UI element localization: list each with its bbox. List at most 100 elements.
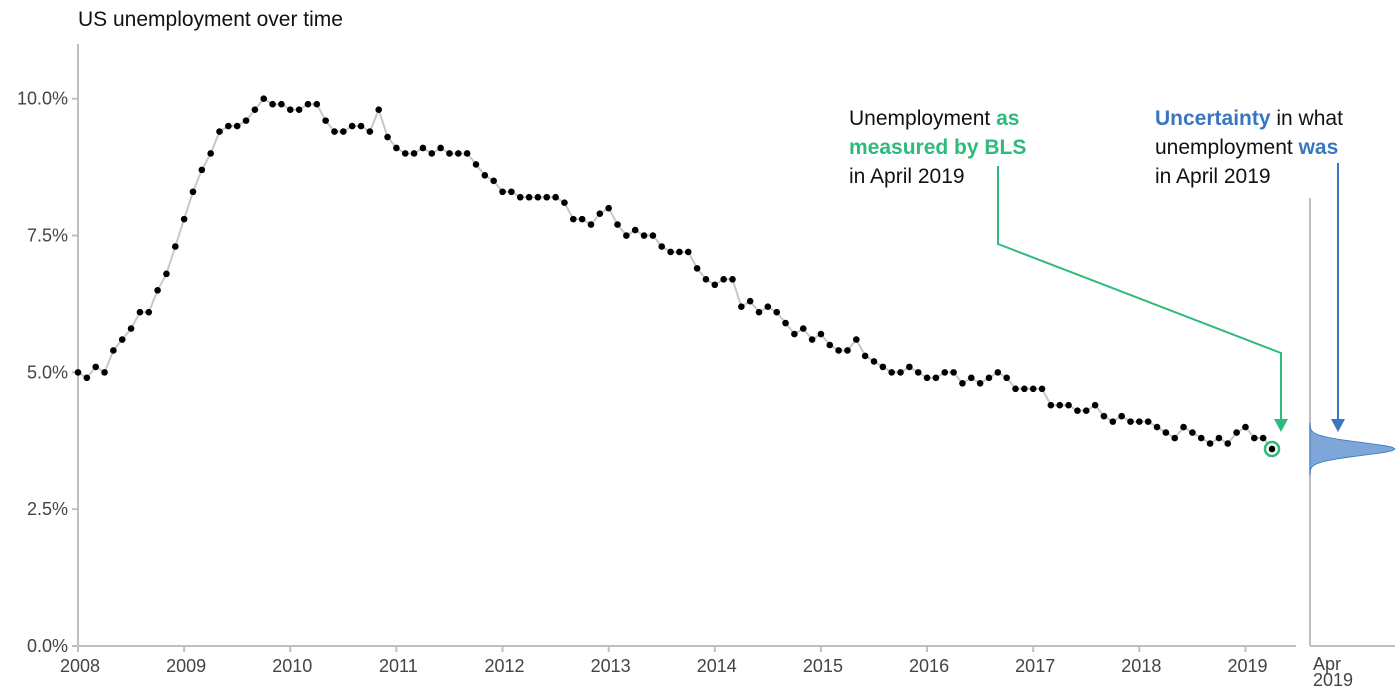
data-point <box>525 193 533 201</box>
data-point <box>826 341 834 349</box>
data-point <box>171 243 179 250</box>
y-tick-label: 5.0% <box>27 362 68 382</box>
annotation-uncertainty-text-2: unemployment <box>1155 136 1299 159</box>
data-point <box>118 336 126 343</box>
x-tick-label: 2013 <box>591 656 631 676</box>
data-point <box>1215 434 1223 442</box>
annotation-measured-text-1: Unemployment <box>849 107 997 130</box>
data-point <box>552 193 559 201</box>
data-point <box>623 232 630 239</box>
data-point <box>384 133 391 141</box>
data-point <box>472 161 480 168</box>
data-point <box>127 325 135 332</box>
data-point <box>295 106 303 113</box>
data-point <box>101 369 108 376</box>
data-point <box>313 100 321 108</box>
arrows-layer <box>997 163 1345 432</box>
data-point <box>225 122 232 130</box>
data-point <box>684 248 692 256</box>
data-point <box>543 193 551 201</box>
data-point <box>446 150 453 157</box>
annotation-uncertainty-highlight-2: was <box>1298 136 1339 159</box>
data-point <box>1259 434 1267 442</box>
data-point <box>1029 385 1037 393</box>
data-point <box>516 193 524 201</box>
data-point <box>702 276 710 283</box>
data-point <box>587 221 595 228</box>
x-tick-label: 2008 <box>60 656 100 676</box>
data-point <box>286 106 294 113</box>
data-point <box>340 128 347 135</box>
data-point <box>950 369 957 376</box>
data-point <box>1171 434 1179 442</box>
data-point <box>331 128 338 135</box>
data-point <box>578 215 586 223</box>
x-tick-label: 2016 <box>909 656 949 676</box>
data-point <box>428 150 436 157</box>
data-point <box>455 150 462 157</box>
data-point <box>1091 401 1099 409</box>
data-point <box>676 248 683 256</box>
data-point <box>1162 429 1170 436</box>
annotation-uncertainty-text-3: in April 2019 <box>1155 165 1271 188</box>
data-point <box>1197 434 1205 442</box>
data-point <box>1206 440 1214 447</box>
annotation-uncertainty-text-1: in what <box>1270 107 1343 130</box>
data-point <box>791 330 798 338</box>
data-point <box>888 369 895 376</box>
data-point <box>1065 401 1072 409</box>
highlight-point <box>1268 445 1276 453</box>
data-point <box>746 297 754 305</box>
data-point <box>1251 434 1258 442</box>
annotation-uncertainty: Uncertainty in what unemployment was in … <box>1155 104 1343 191</box>
data-point <box>764 303 772 310</box>
data-point <box>967 374 975 382</box>
data-point <box>1003 374 1010 382</box>
data-point <box>251 106 259 113</box>
data-point <box>711 281 719 289</box>
density-x-label: Apr <box>1313 654 1341 674</box>
data-point <box>1189 429 1196 436</box>
data-point <box>1021 385 1028 393</box>
data-point <box>844 347 851 354</box>
uncertainty-arrowhead <box>1331 419 1345 432</box>
data-point <box>879 363 887 371</box>
data-point <box>932 374 940 382</box>
data-point <box>481 172 489 179</box>
data-point <box>1180 423 1187 431</box>
axes: 0.0% 2.5% 5.0% 7.5% 10.0% 2008 2009 2010 2011 201… <box>17 44 1296 676</box>
data-point <box>861 352 869 360</box>
data-point <box>216 128 223 135</box>
data-point <box>1012 385 1019 393</box>
series-points <box>74 95 1276 453</box>
data-point <box>463 150 471 157</box>
data-point <box>260 95 268 103</box>
data-point <box>817 330 825 338</box>
data-point <box>658 243 666 250</box>
data-point <box>897 369 904 376</box>
data-point <box>110 347 117 354</box>
data-point <box>720 276 727 283</box>
annotation-measured-highlight-2: measured by BLS <box>849 136 1027 159</box>
data-point <box>304 100 312 108</box>
data-point <box>1109 418 1117 425</box>
data-point <box>1118 412 1125 420</box>
x-tick-label: 2014 <box>697 656 737 676</box>
data-point <box>207 150 214 157</box>
data-point <box>1056 401 1064 409</box>
data-point <box>1074 407 1081 414</box>
annotation-measured: Unemployment as measured by BLS in April… <box>849 104 1026 191</box>
data-point <box>499 188 506 196</box>
data-point <box>870 358 878 365</box>
data-point <box>631 226 639 234</box>
annotation-measured-highlight-1: as <box>996 107 1020 130</box>
data-point <box>941 369 949 376</box>
x-tick-label: 2015 <box>803 656 843 676</box>
data-point <box>366 128 374 135</box>
data-point <box>755 308 763 316</box>
data-point <box>906 363 913 371</box>
density-x-label: 2019 <box>1313 670 1353 690</box>
data-point <box>269 100 276 108</box>
